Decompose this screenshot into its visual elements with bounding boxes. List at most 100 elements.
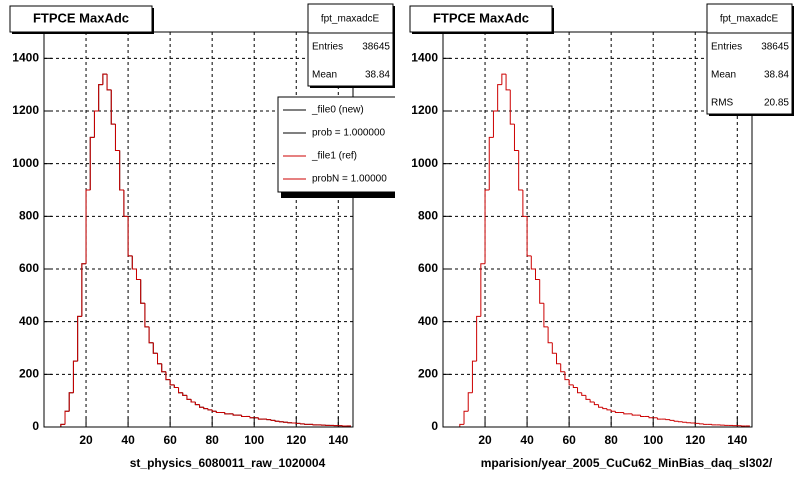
legend-box <box>277 96 395 193</box>
histogram-bin <box>598 404 603 408</box>
histogram-bin <box>215 411 221 414</box>
histogram-bin <box>299 423 305 425</box>
x-tick-label: 20 <box>478 433 492 447</box>
histogram-bin <box>207 408 213 411</box>
histogram-bin <box>602 407 607 410</box>
histogram-bin <box>551 342 557 354</box>
histogram-bin <box>581 392 586 396</box>
title-box <box>9 5 153 33</box>
histogram-bin <box>556 353 561 365</box>
stats-label: Mean <box>312 70 337 81</box>
y-tick-label: 600 <box>19 261 39 275</box>
histogram-bin <box>572 384 578 388</box>
chart-title: FTPCE MaxAdc <box>33 10 129 25</box>
histogram-bin <box>593 401 599 406</box>
y-tick-label: 1400 <box>12 51 39 65</box>
histogram-bin <box>85 189 91 264</box>
stats-value: 20.85 <box>764 98 789 109</box>
y-tick-label: 800 <box>19 209 39 223</box>
histogram-bin <box>623 412 628 415</box>
histogram-bin <box>606 408 612 411</box>
x-axis-label: mparision/year_2005_CuCu62_MinBias_daq_s… <box>481 456 773 470</box>
histogram-bin <box>304 423 309 425</box>
histogram-bin <box>68 392 74 412</box>
x-tick-label: 100 <box>643 433 663 447</box>
plot-border <box>43 31 354 428</box>
histogram-bin <box>186 395 192 400</box>
stats-box <box>706 3 793 115</box>
histogram-bin <box>631 413 637 416</box>
y-tick-label: 200 <box>19 367 39 381</box>
histogram-bin <box>178 387 183 394</box>
histogram-bin <box>60 423 66 427</box>
histogram-bin <box>148 326 154 344</box>
histogram-bin <box>610 409 616 412</box>
histogram-bin <box>81 263 87 317</box>
y-tick-label: 800 <box>418 209 438 223</box>
histogram-bin <box>539 279 544 304</box>
histogram-bin <box>274 420 280 422</box>
histogram-bin <box>459 423 465 427</box>
stats-value: 38.84 <box>764 70 789 81</box>
y-tick-label: 0 <box>32 419 39 433</box>
histogram-bin <box>266 419 272 421</box>
histogram-bin <box>249 416 255 419</box>
x-tick-label: 80 <box>205 433 219 447</box>
x-tick-label: 140 <box>727 433 747 447</box>
y-tick-label: 200 <box>418 367 438 381</box>
histogram-bin <box>157 353 162 365</box>
histogram-bin <box>72 360 78 393</box>
histogram-bin <box>199 404 204 408</box>
histogram-bin <box>257 417 263 420</box>
legend-label: _file0 (new) <box>311 105 364 116</box>
histogram-bin <box>232 413 238 416</box>
panel: 0 200 400 600 800 1000 1200 1400 20 40 60 80 100 120 1… <box>9 3 395 470</box>
histogram-bin <box>127 216 133 257</box>
histogram-bin <box>534 269 540 281</box>
x-tick-label: 120 <box>685 433 705 447</box>
histogram-bin <box>577 387 582 394</box>
histogram-bin <box>711 424 717 426</box>
x-tick-label: 60 <box>562 433 576 447</box>
stats-value: 38645 <box>362 42 390 53</box>
histogram-bin <box>135 269 141 281</box>
histogram-bin <box>224 412 229 415</box>
y-tick-label: 1000 <box>12 156 39 170</box>
stats-label: Mean <box>711 70 736 81</box>
x-tick-label: 40 <box>121 433 135 447</box>
stats-value: 38645 <box>761 42 789 53</box>
histogram-bin <box>144 303 150 328</box>
histogram-bin <box>686 422 692 424</box>
histogram-bin <box>270 419 276 421</box>
histogram-bin <box>669 419 675 421</box>
y-tick-label: 1200 <box>411 103 438 117</box>
histogram-bin <box>484 189 490 264</box>
histogram-bin <box>194 401 200 406</box>
plot-frame <box>43 31 354 428</box>
stats-title: fpt_maxadcE <box>321 14 380 25</box>
histogram-bin <box>312 424 318 426</box>
y-tick-label: 0 <box>431 419 438 433</box>
y-tick-label: 400 <box>418 314 438 328</box>
legend-label: _file1 (ref) <box>311 151 357 162</box>
histogram-bin <box>677 421 683 423</box>
histogram-bin <box>114 124 120 151</box>
x-axis-label: st_physics_6080011_raw_1020004 <box>130 456 326 470</box>
histogram-bin <box>98 84 103 111</box>
histogram-bin <box>140 279 145 304</box>
histogram-bin <box>505 74 511 91</box>
title-box <box>409 5 553 33</box>
histogram-bin <box>656 417 662 420</box>
histogram-bin <box>568 379 574 386</box>
histogram-bin <box>614 411 620 414</box>
histogram-bin <box>131 255 137 270</box>
histogram-bin <box>203 407 208 410</box>
histogram-bin <box>665 419 671 421</box>
y-tick-label: 600 <box>418 261 438 275</box>
histogram-bin <box>211 409 217 412</box>
histogram-bin <box>488 136 494 190</box>
y-tick-label: 400 <box>19 314 39 328</box>
histogram-bin <box>89 136 95 190</box>
histogram-bin <box>169 379 175 386</box>
histogram-bin <box>640 415 645 417</box>
